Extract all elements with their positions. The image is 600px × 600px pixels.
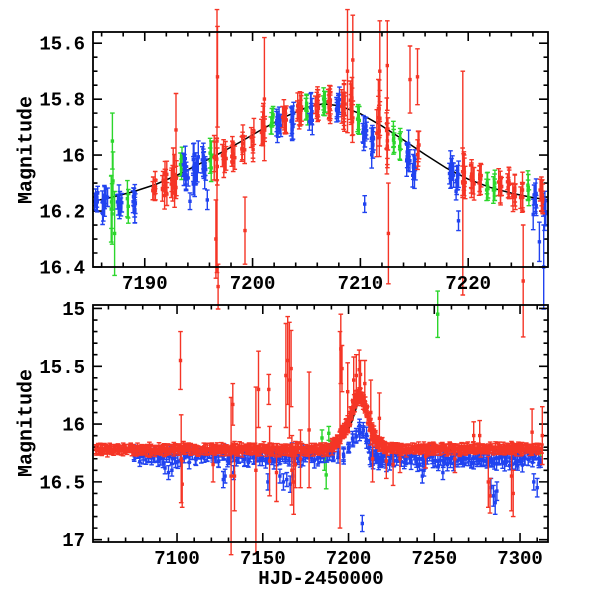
top-panel-x-tick-label: 7190	[122, 273, 168, 295]
top-panel-y-tick-label: 15.6	[39, 34, 85, 56]
red-markers	[94, 347, 544, 498]
bottom-panel-x-tick-label: 7100	[154, 548, 200, 570]
bottom-panel-y-tick-label: 15.5	[39, 357, 85, 379]
top-panel-y-tick-label: 16.4	[39, 258, 85, 280]
bottom-panel-x-tick-label: 7300	[497, 548, 543, 570]
top-panel-y-tick-label: 16.2	[39, 202, 85, 224]
top-panel-tick-labels: 7190 7200 7210 7220 15.6 15.8 16 16.2 16.4	[39, 34, 491, 295]
top-panel-ticks	[93, 32, 548, 268]
bottom-panel-y-tick-label: 16.5	[39, 472, 85, 494]
bottom-panel-x-tick-label: 7200	[326, 548, 372, 570]
bottom-panel-x-tick-label: 7150	[240, 548, 286, 570]
bottom-panel-ticks	[93, 305, 548, 542]
top-panel-y-tick-label: 16	[62, 146, 85, 168]
bottom-panel-frame	[92, 304, 549, 543]
bottom-panel-x-tick-label: 7250	[411, 548, 457, 570]
x-axis-title: HJD-2450000	[258, 568, 384, 590]
red-error-bars	[93, 313, 545, 556]
bottom-panel-y-tick-label: 17	[62, 530, 85, 552]
bottom-panel-y-tick-label: 15	[62, 299, 85, 321]
top-panel-y-axis-title: Magnitude	[15, 95, 39, 205]
top-panel-red-series	[150, 8, 546, 338]
bottom-panel: 7100 7150 7200 7250 7300 15 15.5 16 16.5 17	[39, 290, 549, 570]
bottom-panel-tick-labels: 7100 7150 7200 7250 7300 15 15.5 16 16.5 17	[39, 299, 542, 570]
top-panel-x-tick-label: 7220	[445, 273, 491, 295]
red-markers	[151, 58, 545, 289]
top-panel-frame	[92, 31, 549, 268]
bottom-panel-y-axis-title: Magnitude	[15, 368, 39, 478]
bottom-panel-y-tick-label: 16	[62, 415, 85, 437]
top-panel-blue-series	[92, 86, 549, 310]
top-panel-x-tick-label: 7210	[338, 273, 384, 295]
top-panel: 7190 7200 7210 7220 15.6 15.8 16 16.2 16.4	[39, 8, 549, 338]
top-panel-y-tick-label: 15.8	[39, 90, 85, 112]
top-panel-green-series	[108, 87, 532, 277]
bottom-panel-red-series	[93, 313, 545, 556]
top-panel-x-tick-label: 7200	[230, 273, 276, 295]
